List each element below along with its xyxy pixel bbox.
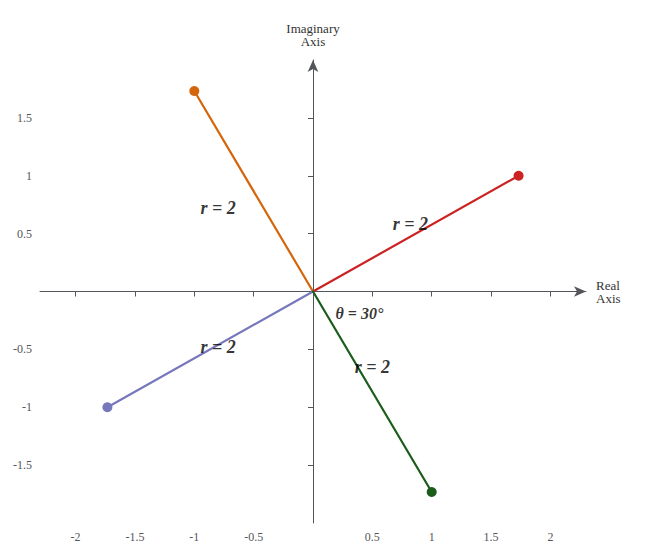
svg-text:Axis: Axis xyxy=(596,291,621,306)
svg-text:-1.5: -1.5 xyxy=(13,458,32,472)
svg-text:0.5: 0.5 xyxy=(365,530,380,544)
svg-text:θ = 30°: θ = 30° xyxy=(336,305,384,322)
svg-text:-1: -1 xyxy=(189,530,199,544)
svg-text:-0.5: -0.5 xyxy=(13,342,32,356)
svg-text:0.5: 0.5 xyxy=(17,227,32,241)
svg-text:Real: Real xyxy=(596,277,620,293)
svg-text:r = 2: r = 2 xyxy=(200,198,235,218)
svg-text:r = 2: r = 2 xyxy=(393,214,428,234)
svg-text:Imaginary: Imaginary xyxy=(286,21,340,36)
svg-text:r = 2: r = 2 xyxy=(355,357,390,377)
svg-text:2: 2 xyxy=(547,530,553,544)
svg-text:-1: -1 xyxy=(22,400,32,414)
svg-text:Axis: Axis xyxy=(301,34,326,49)
svg-text:-0.5: -0.5 xyxy=(244,530,263,544)
svg-text:1.5: 1.5 xyxy=(17,111,32,125)
svg-text:1: 1 xyxy=(26,169,32,183)
svg-text:-2: -2 xyxy=(71,530,81,544)
svg-text:-1.5: -1.5 xyxy=(125,530,144,544)
svg-text:1.5: 1.5 xyxy=(484,530,499,544)
svg-text:1: 1 xyxy=(429,530,435,544)
svg-text:r = 2: r = 2 xyxy=(200,337,235,357)
